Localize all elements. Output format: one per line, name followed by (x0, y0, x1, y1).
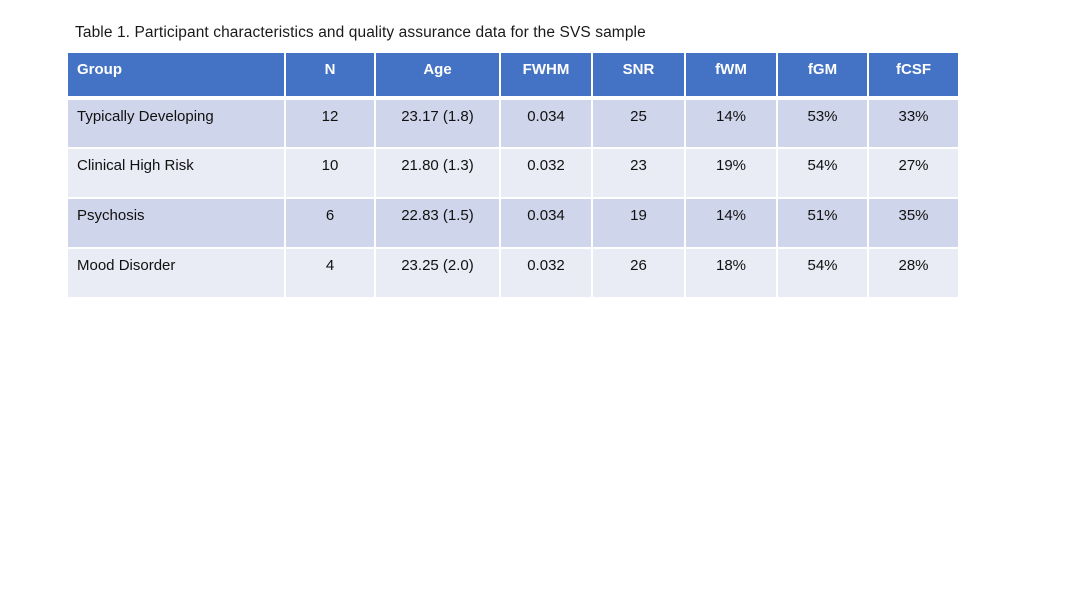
table-row-clinical-high-risk: Clinical High Risk 10 21.80 (1.3) 0.032 … (66, 147, 960, 199)
cell-n: 10 (284, 147, 376, 199)
cell-snr: 26 (591, 247, 686, 299)
participant-table: Group N Age FWHM SNR fWM fGM fCSF Typica… (66, 51, 960, 299)
cell-fwm: 14% (684, 97, 778, 149)
table-row-typically-developing: Typically Developing 12 23.17 (1.8) 0.03… (66, 97, 960, 149)
cell-age: 23.25 (2.0) (374, 247, 501, 299)
column-header-fwm: fWM (684, 51, 778, 100)
column-header-fgm: fGM (776, 51, 869, 100)
header-row: Group N Age FWHM SNR fWM fGM fCSF (66, 51, 960, 100)
cell-snr: 19 (591, 197, 686, 249)
cell-group: Psychosis (66, 197, 286, 249)
cell-group: Clinical High Risk (66, 147, 286, 199)
cell-fcsf: 28% (867, 247, 960, 299)
cell-fwhm: 0.034 (499, 97, 593, 149)
cell-fgm: 53% (776, 97, 869, 149)
cell-snr: 25 (591, 97, 686, 149)
cell-snr: 23 (591, 147, 686, 199)
cell-group: Mood Disorder (66, 247, 286, 299)
cell-fgm: 54% (776, 147, 869, 199)
column-header-fcsf: fCSF (867, 51, 960, 100)
table-caption: Table 1. Participant characteristics and… (75, 24, 646, 41)
column-header-age: Age (374, 51, 501, 100)
cell-fwhm: 0.032 (499, 247, 593, 299)
column-header-snr: SNR (591, 51, 686, 100)
cell-fwhm: 0.034 (499, 197, 593, 249)
cell-n: 4 (284, 247, 376, 299)
cell-fwm: 19% (684, 147, 778, 199)
cell-fcsf: 33% (867, 97, 960, 149)
cell-fgm: 54% (776, 247, 869, 299)
cell-fwm: 18% (684, 247, 778, 299)
cell-age: 23.17 (1.8) (374, 97, 501, 149)
column-header-n: N (284, 51, 376, 100)
cell-age: 21.80 (1.3) (374, 147, 501, 199)
column-header-fwhm: FWHM (499, 51, 593, 100)
cell-fcsf: 35% (867, 197, 960, 249)
cell-fwm: 14% (684, 197, 778, 249)
table-row-mood-disorder: Mood Disorder 4 23.25 (2.0) 0.032 26 18%… (66, 247, 960, 299)
cell-fcsf: 27% (867, 147, 960, 199)
cell-fwhm: 0.032 (499, 147, 593, 199)
cell-n: 6 (284, 197, 376, 249)
table-row-psychosis: Psychosis 6 22.83 (1.5) 0.034 19 14% 51%… (66, 197, 960, 249)
cell-n: 12 (284, 97, 376, 149)
cell-group: Typically Developing (66, 97, 286, 149)
column-header-group: Group (66, 51, 286, 100)
cell-age: 22.83 (1.5) (374, 197, 501, 249)
cell-fgm: 51% (776, 197, 869, 249)
